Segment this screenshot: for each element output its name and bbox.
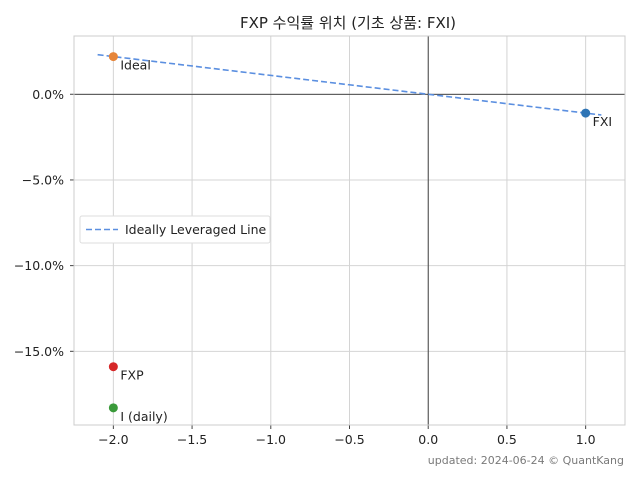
x-tick-label: 0.5 <box>497 432 517 447</box>
y-tick-label: 0.0% <box>32 87 64 102</box>
point-fxi <box>581 108 591 118</box>
chart-title: FXP 수익률 위치 (기초 상품: FXI) <box>240 14 456 32</box>
legend: Ideally Leveraged Line <box>79 215 271 244</box>
y-tick-label: −15.0% <box>14 344 64 359</box>
footer-credit: updated: 2024-06-24 © QuantKang <box>428 454 624 467</box>
points-layer: Ideal FXI FXP I (daily) <box>108 52 612 424</box>
point-ideal <box>108 52 118 62</box>
y-tick-label: −5.0% <box>22 172 64 187</box>
x-tick-label: −1.0 <box>256 432 286 447</box>
x-tick-label: 1.0 <box>576 432 596 447</box>
point-label: I (daily) <box>120 409 167 424</box>
ideal-line <box>97 53 602 116</box>
point-i-daily <box>108 403 118 413</box>
ideal-line-layer <box>97 53 602 116</box>
legend-box <box>79 215 271 244</box>
legend-label: Ideally Leveraged Line <box>125 222 267 237</box>
point-label: FXI <box>593 114 612 129</box>
plot-frame <box>73 35 626 426</box>
x-tick-label: −0.5 <box>334 432 364 447</box>
y-tick-label: −10.0% <box>14 258 64 273</box>
x-tick-label: −2.0 <box>98 432 128 447</box>
x-tick-label: −1.5 <box>177 432 207 447</box>
x-tick-label: 0.0 <box>418 432 438 447</box>
point-label: FXP <box>120 368 144 383</box>
tick-labels: −2.0 −1.5 −1.0 −0.5 0.0 0.5 1.0 0.0% −5.0% −10.0%… <box>14 87 596 447</box>
point-fxp <box>108 362 118 372</box>
point-label: Ideal <box>120 58 150 73</box>
zero-axes <box>74 36 625 425</box>
